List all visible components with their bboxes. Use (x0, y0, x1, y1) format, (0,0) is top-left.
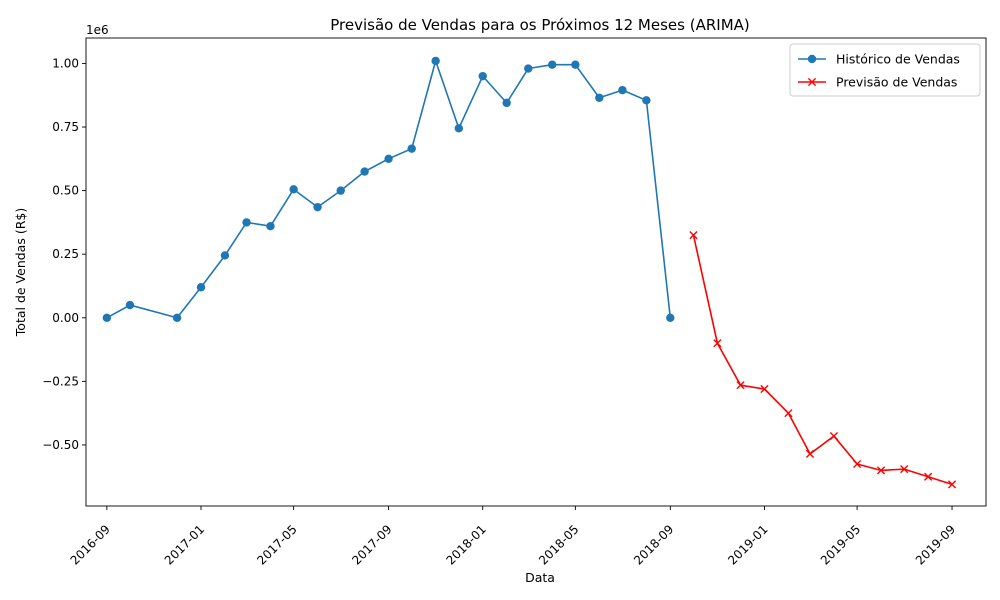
data-point (736, 381, 745, 390)
data-point (172, 313, 182, 322)
data-point (431, 56, 440, 66)
data-point (102, 313, 112, 322)
plot-area: −0.50 −0.25 0.00 0.25 0.50 0.75 1.00 2016-09 201… (42, 37, 987, 568)
data-point (289, 185, 298, 194)
data-point (336, 186, 345, 195)
x-tick-label: 2017-09 (349, 522, 394, 567)
data-point (502, 98, 511, 108)
legend-label: Previsão de Vendas (836, 75, 957, 90)
x-tick-label: 2018-05 (536, 522, 581, 567)
legend-label: Histórico de Vendas (836, 52, 960, 67)
data-point (666, 313, 675, 322)
data-point (784, 409, 793, 418)
x-tick-label: 2018-09 (631, 522, 676, 567)
data-point (478, 71, 487, 81)
y-tick-label: −0.25 (42, 374, 79, 388)
y-offset-text: 1e6 (86, 23, 109, 37)
x-tick-label: 2018-01 (444, 522, 489, 567)
y-tick-label: 0.75 (52, 120, 79, 134)
data-point (713, 339, 722, 348)
legend-marker (807, 54, 817, 64)
data-point (760, 384, 769, 394)
data-point (313, 202, 322, 212)
data-point (571, 60, 580, 69)
data-point (360, 167, 369, 176)
data-point (853, 459, 862, 469)
axes-frame (85, 37, 987, 507)
data-point (384, 154, 393, 164)
series-line-2 (692, 234, 953, 486)
y-tick-label: 0.00 (52, 311, 79, 325)
y-tick-label: 1.00 (52, 56, 79, 70)
data-point (266, 222, 275, 231)
y-axis-label: Total de Vendas (R$) (13, 208, 28, 337)
data-point (196, 283, 206, 292)
x-tick-label: 2019-05 (818, 522, 863, 567)
data-point (805, 449, 815, 458)
data-point (454, 124, 464, 133)
x-tick-label: 2017-01 (162, 522, 207, 567)
data-point (524, 64, 533, 73)
data-point (900, 465, 909, 474)
legend-marker (807, 77, 817, 87)
data-point (689, 231, 698, 240)
data-point (125, 300, 135, 310)
y-tick-label: 0.50 (52, 184, 79, 198)
data-point (947, 480, 957, 489)
data-point (548, 60, 557, 69)
x-tick-label: 2016-09 (68, 522, 113, 567)
chart-title: Previsão de Vendas para os Próximos 12 M… (330, 16, 750, 34)
data-point (924, 472, 933, 481)
x-axis-label: Data (525, 570, 555, 585)
data-point (642, 96, 651, 105)
data-point (407, 144, 416, 153)
legend-box (789, 43, 981, 97)
data-point (220, 251, 230, 260)
y-tick-label: 0.25 (52, 247, 79, 261)
x-tick-label: 2019-09 (913, 522, 958, 567)
x-tick-label: 2019-01 (725, 522, 770, 567)
x-tick-label: 2017-05 (254, 522, 299, 567)
y-tick-label: −0.50 (42, 438, 79, 452)
data-point (876, 466, 886, 475)
data-point (829, 431, 839, 441)
legend: Histórico de Vendas Previsão de Vendas (789, 43, 981, 97)
data-point (618, 85, 627, 95)
series-line-1 (106, 60, 672, 319)
data-point (595, 93, 604, 102)
data-point (242, 218, 251, 227)
